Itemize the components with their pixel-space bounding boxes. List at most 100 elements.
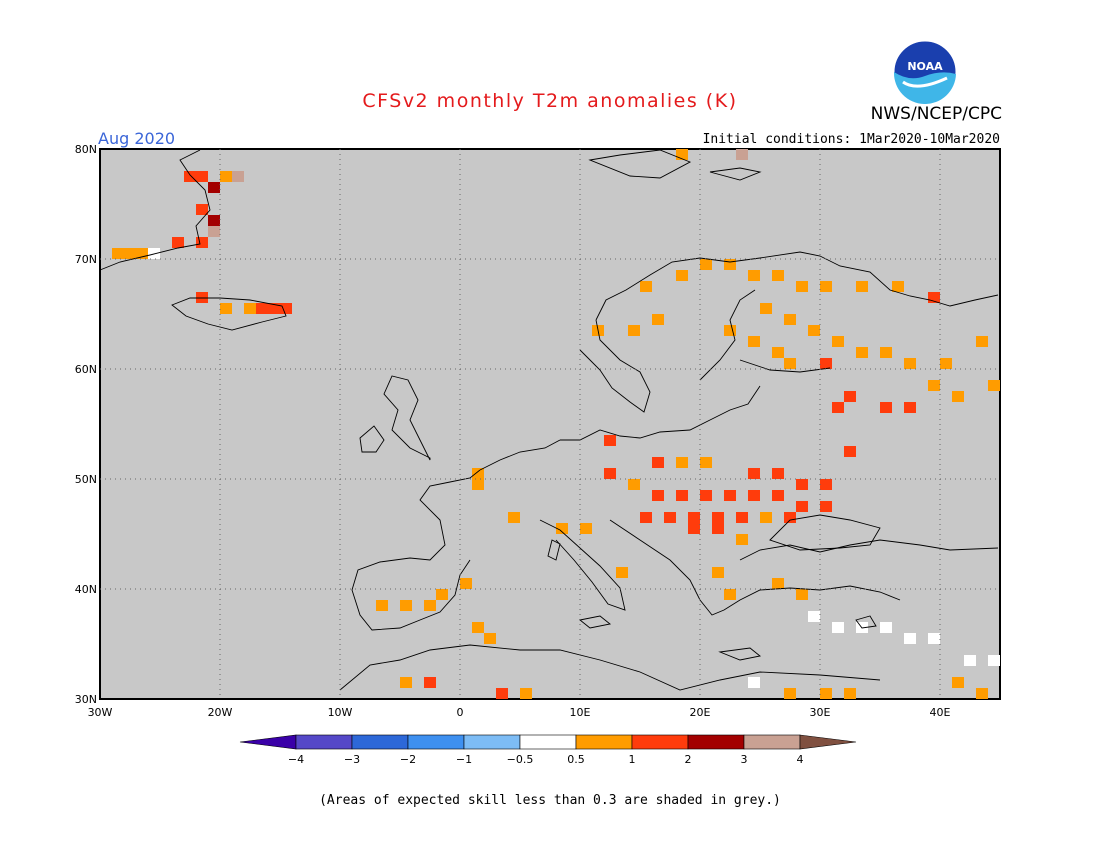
anomaly-cell — [808, 611, 820, 622]
anomaly-cell — [652, 457, 664, 468]
anomaly-cell — [880, 622, 892, 633]
anomaly-cell — [676, 490, 688, 501]
colorbar-swatch — [631, 734, 689, 750]
colorbar-swatch — [519, 734, 577, 750]
colorbar-label: −3 — [344, 753, 360, 766]
anomaly-cell — [784, 688, 796, 699]
anomaly-cell — [460, 578, 472, 589]
lat-label: 80N — [75, 143, 97, 156]
anomaly-cell — [640, 281, 652, 292]
anomaly-cell — [196, 292, 208, 303]
anomaly-cell — [772, 270, 784, 281]
anomaly-cell — [760, 303, 772, 314]
anomaly-cell — [724, 490, 736, 501]
logo-text: NOAA — [907, 60, 943, 73]
anomaly-cell — [688, 512, 700, 523]
colorbar-boxes — [239, 734, 857, 750]
anomaly-cell — [436, 589, 448, 600]
anomaly-cell — [400, 677, 412, 688]
anomaly-cell — [952, 677, 964, 688]
anomaly-cell — [760, 512, 772, 523]
anomaly-cell — [748, 490, 760, 501]
lon-label: 20W — [208, 706, 233, 719]
anomaly-map: 30N 40N 50N 60N 70N 80N 30W 20W 10W 0 10E 20E 30E 40… — [75, 143, 1001, 719]
anomaly-cell — [652, 314, 664, 325]
anomaly-cell — [256, 303, 268, 314]
anomaly-cell — [940, 358, 952, 369]
anomaly-cell — [208, 226, 220, 237]
anomaly-cell — [628, 325, 640, 336]
colorbar-label: 0.5 — [567, 753, 585, 766]
anomaly-cell — [712, 512, 724, 523]
lat-label: 50N — [75, 473, 97, 486]
anomaly-cell — [628, 479, 640, 490]
anomaly-cell — [856, 281, 868, 292]
colorbar-labels: −4 −3 −2 −1 −0.5 0.5 1 2 3 4 — [288, 753, 804, 766]
anomaly-cells — [112, 149, 1000, 699]
anomaly-cell — [688, 523, 700, 534]
anomaly-cell — [712, 523, 724, 534]
colorbar-label: −2 — [400, 753, 416, 766]
anomaly-cell — [232, 171, 244, 182]
graticule — [100, 149, 1000, 699]
lon-label: 40E — [930, 706, 951, 719]
anomaly-cell — [520, 688, 532, 699]
anomaly-cell — [784, 512, 796, 523]
anomaly-cell — [664, 512, 676, 523]
anomaly-cell — [220, 171, 232, 182]
anomaly-cell — [196, 237, 208, 248]
colorbar-swatch — [743, 734, 801, 750]
longitude-labels: 30W 20W 10W 0 10E 20E 30E 40E — [88, 706, 951, 719]
colorbar-swatch — [295, 734, 353, 750]
anomaly-cell — [724, 589, 736, 600]
anomaly-cell — [736, 534, 748, 545]
anomaly-cell — [748, 336, 760, 347]
anomaly-cell — [832, 402, 844, 413]
anomaly-cell — [976, 688, 988, 699]
colorbar-swatch — [407, 734, 465, 750]
anomaly-cell — [796, 589, 808, 600]
anomaly-cell — [676, 149, 688, 160]
anomaly-cell — [700, 457, 712, 468]
anomaly-cell — [976, 336, 988, 347]
anomaly-cell — [772, 468, 784, 479]
anomaly-cell — [424, 677, 436, 688]
anomaly-cell — [844, 391, 856, 402]
anomaly-cell — [484, 633, 496, 644]
anomaly-cell — [736, 149, 748, 160]
colorbar-swatch — [575, 734, 633, 750]
anomaly-cell — [400, 600, 412, 611]
anomaly-cell — [988, 380, 1000, 391]
colorbar-label: 2 — [685, 753, 692, 766]
anomaly-cell — [472, 622, 484, 633]
anomaly-cell — [904, 402, 916, 413]
anomaly-cell — [712, 567, 724, 578]
colorbar-label: 1 — [629, 753, 636, 766]
map-title: CFSv2 monthly T2m anomalies (K) — [362, 90, 738, 112]
anomaly-cell — [472, 479, 484, 490]
anomaly-cell — [280, 303, 292, 314]
colorbar-label: −1 — [456, 753, 472, 766]
anomaly-cell — [124, 248, 136, 259]
anomaly-cell — [832, 622, 844, 633]
anomaly-cell — [172, 237, 184, 248]
lat-label: 70N — [75, 253, 97, 266]
colorbar-label: −4 — [288, 753, 304, 766]
anomaly-cell — [820, 281, 832, 292]
anomaly-cell — [616, 567, 628, 578]
anomaly-cell — [856, 347, 868, 358]
anomaly-cell — [892, 281, 904, 292]
lon-label: 10E — [570, 706, 591, 719]
colorbar: −4 −3 −2 −1 −0.5 0.5 1 2 3 4 — [239, 734, 857, 766]
forecast-month: Aug 2020 — [98, 129, 176, 148]
anomaly-cell — [736, 512, 748, 523]
lon-label: 30W — [88, 706, 113, 719]
anomaly-cell — [136, 248, 148, 259]
anomaly-cell — [820, 358, 832, 369]
anomaly-cell — [496, 688, 508, 699]
anomaly-cell — [820, 501, 832, 512]
anomaly-cell — [112, 248, 124, 259]
anomaly-cell — [376, 600, 388, 611]
anomaly-cell — [784, 314, 796, 325]
anomaly-cell — [472, 468, 484, 479]
